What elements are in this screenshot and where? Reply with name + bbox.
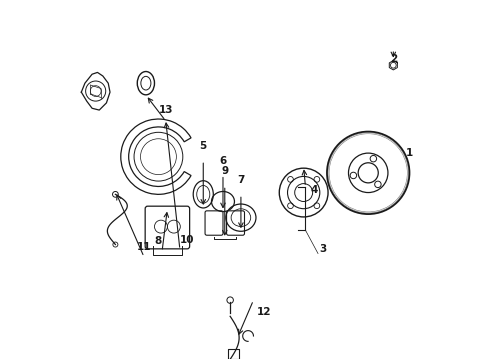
Text: 12: 12 [257, 307, 271, 317]
Text: 3: 3 [319, 243, 326, 253]
Text: 2: 2 [389, 54, 396, 64]
Text: 8: 8 [155, 237, 162, 246]
Text: 9: 9 [221, 166, 228, 176]
Text: 10: 10 [180, 235, 194, 244]
Text: 1: 1 [405, 148, 412, 158]
Text: 11: 11 [137, 242, 151, 252]
Text: 5: 5 [199, 141, 206, 151]
Text: 6: 6 [219, 156, 226, 166]
Text: 7: 7 [237, 175, 244, 185]
Text: 4: 4 [310, 185, 318, 195]
Text: 13: 13 [158, 105, 172, 116]
